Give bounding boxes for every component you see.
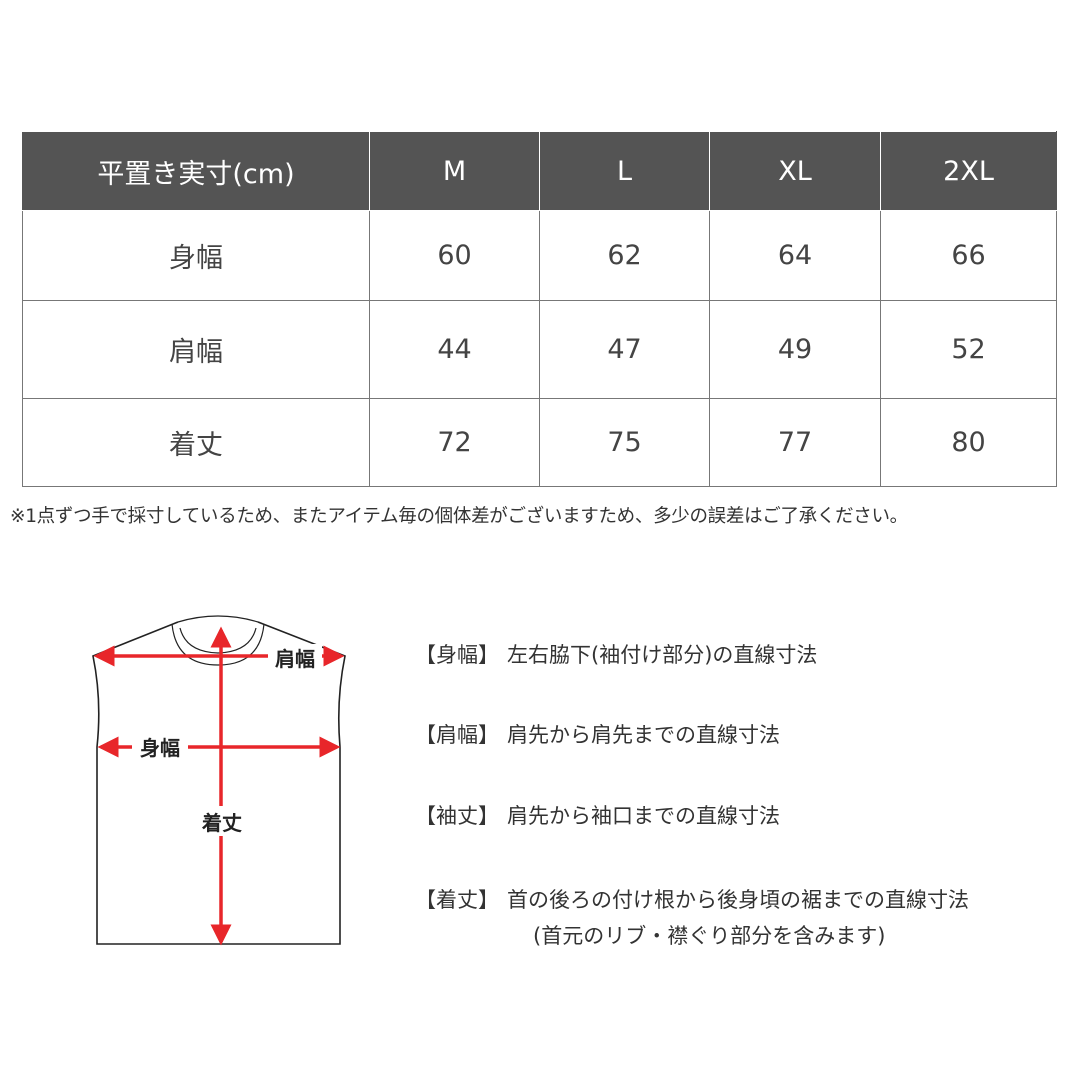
legend-text: 肩先から袖口までの直線寸法 [507,804,780,828]
legend-key: 【袖丈】 [415,804,499,828]
table-header-row: 平置き実寸(cm) M L XL 2XL [22,131,1057,211]
header-cell: XL [709,131,881,211]
legend-item: 【着丈】 首の後ろの付け根から後身頃の裾までの直線寸法 [415,884,969,914]
table-cell: 44 [369,300,540,399]
legend-item: 【身幅】 左右脇下(袖付け部分)の直線寸法 [415,639,817,669]
legend-text: 首の後ろの付け根から後身頃の裾までの直線寸法 [507,888,969,912]
legend-text: 肩先から肩先までの直線寸法 [507,723,780,747]
legend-key: 【肩幅】 [415,723,499,747]
size-table: 平置き実寸(cm) M L XL 2XL 身幅 60 62 64 66 肩幅 4… [22,131,1057,487]
header-cell: 平置き実寸(cm) [22,131,370,211]
row-label: 肩幅 [22,300,370,399]
table-cell: 62 [539,210,710,301]
table-cell: 77 [709,398,881,487]
legend-item: 【肩幅】 肩先から肩先までの直線寸法 [415,719,780,749]
table-cell: 47 [539,300,710,399]
table-cell: 75 [539,398,710,487]
header-cell: 2XL [880,131,1057,211]
row-label: 着丈 [22,398,370,487]
table-cell: 80 [880,398,1057,487]
measurement-note: ※1点ずつ手で採寸しているため、またアイテム毎の個体差がございますため、多少の誤… [10,506,908,527]
shoulder-label: 肩幅 [275,647,315,671]
legend-item: 【袖丈】 肩先から袖口までの直線寸法 [415,800,780,830]
legend-text: 左右脇下(袖付け部分)の直線寸法 [507,643,818,667]
legend-key: 【身幅】 [415,643,499,667]
body-width-label: 身幅 [140,736,180,760]
table-cell: 72 [369,398,540,487]
table-row: 肩幅 44 47 49 52 [22,300,1057,399]
table-cell: 64 [709,210,881,301]
row-label: 身幅 [22,210,370,301]
table-cell: 60 [369,210,540,301]
table-row: 着丈 72 75 77 80 [22,398,1057,487]
table-row: 身幅 60 62 64 66 [22,210,1057,301]
length-label: 着丈 [201,811,242,835]
table-cell: 52 [880,300,1057,399]
legend-text-continued: (首元のリブ・襟ぐり部分を含みます) [533,924,886,948]
table-cell: 66 [880,210,1057,301]
legend-key: 【着丈】 [415,888,499,912]
